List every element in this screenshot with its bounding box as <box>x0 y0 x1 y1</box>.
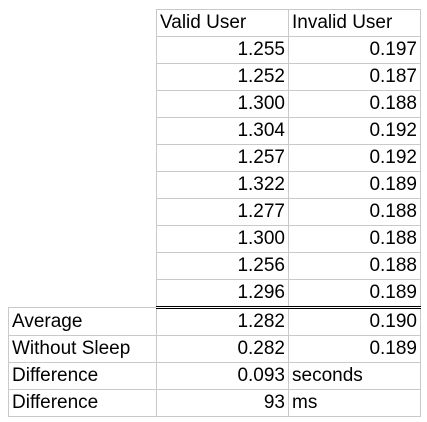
invalid-user-cell[interactable]: 0.188 <box>288 225 421 253</box>
empty-label-cell <box>8 171 157 199</box>
invalid-user-cell[interactable]: 0.192 <box>288 144 421 172</box>
empty-label-cell <box>8 225 157 253</box>
table-row: 1.304 0.192 <box>8 117 421 145</box>
valid-user-cell[interactable]: 1.300 <box>156 90 289 118</box>
header-invalid-user[interactable]: Invalid User <box>288 9 421 37</box>
summary-invalid-cell[interactable]: 0.190 <box>288 307 421 336</box>
summary-row-difference-seconds: Difference 0.093 seconds <box>8 362 421 390</box>
valid-user-cell[interactable]: 1.304 <box>156 117 289 145</box>
invalid-user-cell[interactable]: 0.187 <box>288 63 421 91</box>
summary-unit-cell[interactable]: seconds <box>288 362 421 390</box>
table-row: 1.300 0.188 <box>8 90 421 118</box>
table-row: 1.322 0.189 <box>8 171 421 199</box>
table-row: 1.257 0.192 <box>8 144 421 172</box>
valid-user-cell[interactable]: 1.277 <box>156 198 289 226</box>
summary-label-cell[interactable]: Difference <box>8 362 157 390</box>
valid-user-cell[interactable]: 1.300 <box>156 225 289 253</box>
valid-user-cell[interactable]: 1.257 <box>156 144 289 172</box>
empty-label-cell <box>8 252 157 280</box>
empty-label-cell <box>8 144 157 172</box>
header-row: Valid User Invalid User <box>8 9 421 37</box>
invalid-user-cell[interactable]: 0.189 <box>288 171 421 199</box>
summary-valid-cell[interactable]: 0.282 <box>156 335 289 363</box>
summary-invalid-cell[interactable]: 0.189 <box>288 335 421 363</box>
valid-user-cell[interactable]: 1.256 <box>156 252 289 280</box>
invalid-user-cell[interactable]: 0.188 <box>288 252 421 280</box>
table-row: 1.256 0.188 <box>8 252 421 280</box>
valid-user-cell[interactable]: 1.322 <box>156 171 289 199</box>
table-row: 1.277 0.188 <box>8 198 421 226</box>
summary-unit-cell[interactable]: ms <box>288 389 421 417</box>
summary-valid-cell[interactable]: 1.282 <box>156 307 289 336</box>
invalid-user-cell[interactable]: 0.189 <box>288 279 421 309</box>
summary-valid-cell[interactable]: 93 <box>156 389 289 417</box>
invalid-user-cell[interactable]: 0.188 <box>288 198 421 226</box>
invalid-user-cell[interactable]: 0.197 <box>288 36 421 64</box>
valid-user-cell[interactable]: 1.255 <box>156 36 289 64</box>
empty-label-cell <box>8 198 157 226</box>
summary-valid-cell[interactable]: 0.093 <box>156 362 289 390</box>
table-row: 1.300 0.188 <box>8 225 421 253</box>
table-row: 1.255 0.197 <box>8 36 421 64</box>
summary-label-cell[interactable]: Without Sleep <box>8 335 157 363</box>
summary-label-cell[interactable]: Difference <box>8 389 157 417</box>
summary-row-average: Average 1.282 0.190 <box>8 307 421 336</box>
invalid-user-cell[interactable]: 0.192 <box>288 117 421 145</box>
empty-corner-cell <box>8 9 157 37</box>
empty-label-cell <box>8 279 157 308</box>
empty-label-cell <box>8 36 157 64</box>
spreadsheet-table: Valid User Invalid User 1.255 0.197 1.25… <box>8 9 421 417</box>
table-row: 1.296 0.189 <box>8 279 421 309</box>
table-row: 1.252 0.187 <box>8 63 421 91</box>
summary-row-without-sleep: Without Sleep 0.282 0.189 <box>8 335 421 363</box>
empty-label-cell <box>8 63 157 91</box>
empty-label-cell <box>8 90 157 118</box>
header-valid-user[interactable]: Valid User <box>156 9 289 37</box>
valid-user-cell[interactable]: 1.252 <box>156 63 289 91</box>
empty-label-cell <box>8 117 157 145</box>
summary-label-cell[interactable]: Average <box>8 307 157 336</box>
invalid-user-cell[interactable]: 0.188 <box>288 90 421 118</box>
valid-user-cell[interactable]: 1.296 <box>156 279 289 309</box>
summary-row-difference-ms: Difference 93 ms <box>8 389 421 417</box>
